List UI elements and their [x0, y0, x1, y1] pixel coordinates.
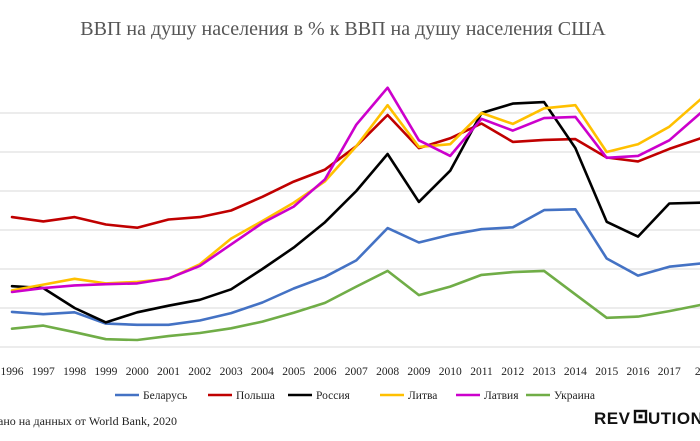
x-tick-label: 2002 — [188, 366, 211, 378]
legend-label: Литва — [408, 390, 437, 402]
x-tick-label: 2009 — [407, 366, 430, 378]
brand-text-left: REV — [594, 409, 631, 428]
chart-title: ВВП на душу населения в % к ВВП на душу … — [80, 18, 606, 40]
x-tick-label: 2007 — [345, 366, 368, 378]
x-tick-label: 1997 — [32, 366, 55, 378]
series-lines — [10, 86, 700, 342]
x-tick-label: 2010 — [439, 366, 462, 378]
series-line-5 — [10, 86, 700, 294]
x-tick-label: 1999 — [94, 366, 117, 378]
x-tick-label: 2004 — [251, 366, 274, 378]
x-tick-label: 2003 — [220, 366, 243, 378]
x-tick-label: 20 — [695, 366, 700, 378]
legend-label: Латвия — [484, 390, 519, 402]
x-tick-label: 1996 — [1, 366, 24, 378]
x-tick-label: 2014 — [564, 366, 587, 378]
x-tick-label: 1998 — [63, 366, 86, 378]
x-tick-label: 2016 — [627, 366, 650, 378]
legend-label: Беларусь — [143, 390, 187, 402]
x-tick-label: 2013 — [533, 366, 556, 378]
legend-label: Польша — [236, 390, 275, 402]
brand-text-right: UTION — [648, 409, 700, 428]
brand-o-icon — [633, 409, 648, 424]
series-line-1 — [10, 208, 700, 327]
x-tick-label: 2005 — [282, 366, 305, 378]
series-line-6 — [10, 269, 700, 342]
brand-o-dot-icon — [638, 414, 643, 419]
x-tick-label: 2015 — [595, 366, 618, 378]
x-tick-label: 2017 — [658, 366, 681, 378]
x-tick-label: 2001 — [157, 366, 180, 378]
source-note: ано на данных от World Bank, 2020 — [0, 414, 177, 428]
legend: Беларусь Польша Россия Литва Латвия Украина — [115, 390, 595, 402]
series-line-2 — [10, 113, 700, 229]
grid — [0, 112, 700, 348]
x-tick-label: 2000 — [126, 366, 149, 378]
series-line-3 — [10, 100, 700, 324]
x-tick-label: 2011 — [470, 366, 493, 378]
legend-label: Украина — [554, 390, 595, 402]
brand-logo: REV UTION — [594, 409, 700, 428]
x-tick-label: 2006 — [314, 366, 337, 378]
legend-label: Россия — [316, 390, 351, 402]
x-tick-label: 2012 — [501, 366, 524, 378]
x-axis-ticks: 1996 1997 1998 1999 2000 2001 2002 2003 2004 2005… — [1, 366, 700, 378]
x-tick-label: 2008 — [376, 366, 399, 378]
